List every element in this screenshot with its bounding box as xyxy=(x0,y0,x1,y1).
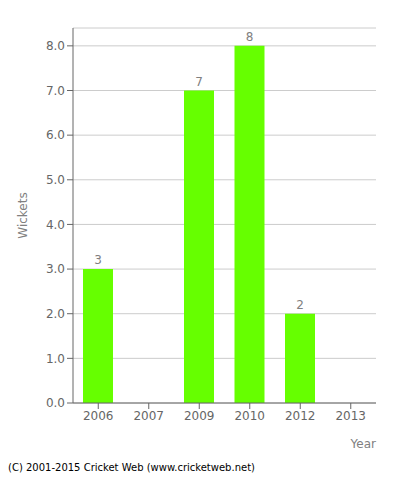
svg-text:2007: 2007 xyxy=(133,409,164,423)
svg-text:3.0: 3.0 xyxy=(46,262,65,276)
svg-text:2012: 2012 xyxy=(285,409,316,423)
svg-text:3: 3 xyxy=(94,253,102,267)
svg-text:7: 7 xyxy=(195,75,203,89)
svg-text:4.0: 4.0 xyxy=(46,218,65,232)
svg-text:Wickets: Wickets xyxy=(16,192,30,238)
svg-text:5.0: 5.0 xyxy=(46,173,65,187)
svg-text:8.0: 8.0 xyxy=(46,39,65,53)
svg-text:0.0: 0.0 xyxy=(46,396,65,410)
html-text:(C) 2001-2015 Cricket Web (www: (C) 2001-2015 Cricket Web (www.cricketwe… xyxy=(8,462,255,473)
svg-text:2006: 2006 xyxy=(83,409,114,423)
svg-text:7.0: 7.0 xyxy=(46,84,65,98)
svg-text:2009: 2009 xyxy=(184,409,215,423)
svg-text:2: 2 xyxy=(296,298,304,312)
svg-text:8: 8 xyxy=(246,30,254,44)
svg-text:2010: 2010 xyxy=(234,409,265,423)
svg-text:2013: 2013 xyxy=(335,409,366,423)
svg-text:1.0: 1.0 xyxy=(46,352,65,366)
svg-text:2.0: 2.0 xyxy=(46,307,65,321)
svg-text:Year: Year xyxy=(350,437,376,451)
svg-text:6.0: 6.0 xyxy=(46,128,65,142)
